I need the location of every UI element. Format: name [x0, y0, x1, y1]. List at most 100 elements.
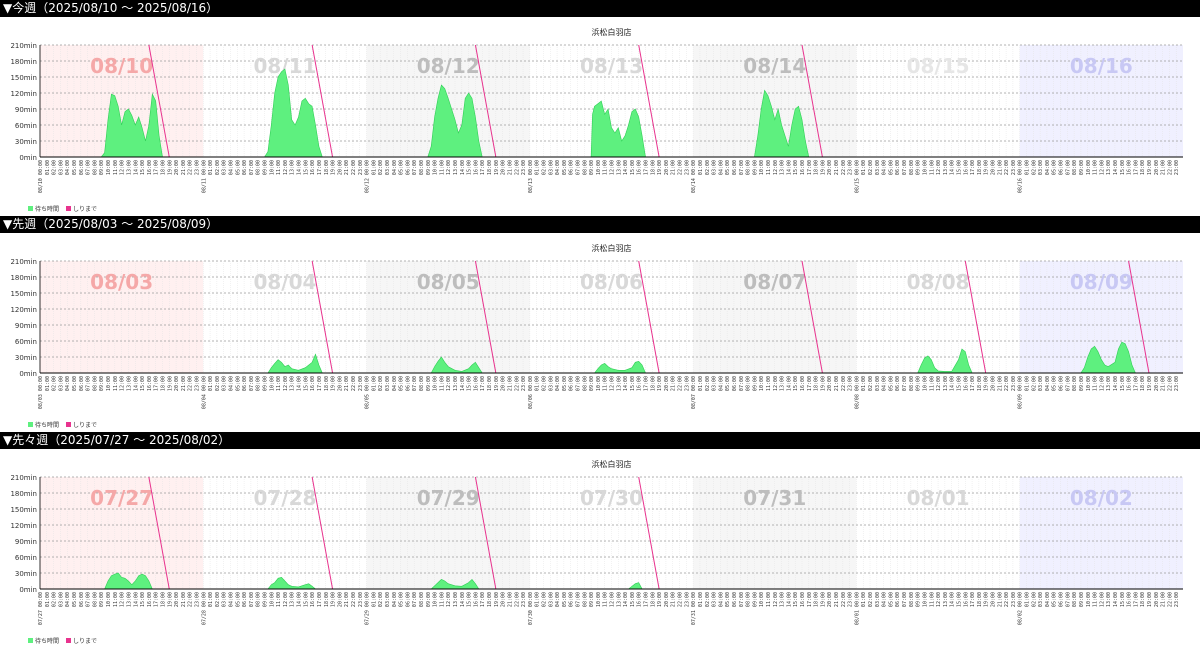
hour-tick-label: 14:00 [623, 592, 629, 607]
hour-tick-label: 03:00 [1038, 160, 1044, 175]
y-tick-label: 60min [15, 122, 37, 130]
y-tick-label: 0min [19, 586, 37, 594]
date-tick-label: 08/04 00:00 [201, 376, 207, 409]
wait-time-area [1080, 341, 1136, 374]
hour-tick-label: 13:00 [126, 160, 132, 175]
week-header[interactable]: ▼今週（2025/08/10 〜 2025/08/16） [0, 0, 1200, 17]
y-tick-label: 120min [10, 90, 37, 98]
hour-tick-label: 19:00 [1147, 592, 1153, 607]
hour-tick-label: 22:00 [678, 592, 684, 607]
hour-tick-label: 10:00 [923, 592, 929, 607]
limit-line [311, 476, 334, 590]
limit-line [801, 44, 823, 158]
hour-tick-label: 03:00 [385, 160, 391, 175]
legend-swatch-limit [66, 638, 71, 643]
hour-tick-label: 14:00 [460, 376, 466, 391]
hour-tick-label: 17:00 [970, 376, 976, 391]
hour-tick-label: 18:00 [1140, 160, 1146, 175]
hour-tick-label: 20:00 [1154, 376, 1160, 391]
hour-tick-label: 07:00 [1065, 592, 1071, 607]
hour-tick-label: 18:00 [324, 160, 330, 175]
hour-tick-label: 09:00 [426, 160, 432, 175]
wait-time-area [430, 578, 480, 590]
hour-tick-label: 13:00 [453, 160, 459, 175]
hour-tick-label: 01:00 [371, 160, 377, 175]
hour-tick-label: 15:00 [467, 592, 473, 607]
hour-tick-label: 16:00 [637, 592, 643, 607]
hour-tick-label: 12:00 [936, 592, 942, 607]
hour-tick-label: 20:00 [664, 592, 670, 607]
hour-tick-label: 02:00 [378, 160, 384, 175]
y-tick-label: 210min [10, 258, 37, 266]
hour-tick-label: 01:00 [1025, 592, 1031, 607]
hour-tick-label: 10:00 [106, 592, 112, 607]
hour-tick-label: 16:00 [1127, 592, 1133, 607]
hour-tick-label: 01:00 [698, 376, 704, 391]
hour-tick-label: 01:00 [45, 160, 51, 175]
hour-tick-label: 20:00 [501, 592, 507, 607]
hour-tick-label: 03:00 [875, 376, 881, 391]
hour-tick-label: 17:00 [154, 160, 160, 175]
hour-tick-label: 15:00 [793, 376, 799, 391]
y-tick-label: 150min [10, 290, 37, 298]
hour-tick-label: 17:00 [317, 376, 323, 391]
hour-tick-label: 19:00 [820, 592, 826, 607]
hour-tick-label: 19:00 [494, 592, 500, 607]
hour-tick-label: 15:00 [303, 376, 309, 391]
day-label: 08/12 [417, 54, 480, 78]
date-tick-label: 08/08 00:00 [854, 376, 860, 409]
hour-tick-label: 18:00 [650, 376, 656, 391]
hour-tick-label: 09:00 [1079, 160, 1085, 175]
hour-tick-label: 09:00 [99, 376, 105, 391]
hour-tick-label: 05:00 [888, 376, 894, 391]
hour-tick-label: 20:00 [174, 376, 180, 391]
hour-tick-label: 15:00 [140, 592, 146, 607]
hour-tick-label: 23:00 [1011, 592, 1017, 607]
y-tick-label: 0min [19, 154, 37, 162]
hour-tick-label: 21:00 [671, 592, 677, 607]
week-header-label: ▼先々週（2025/07/27 〜 2025/08/02） [3, 433, 231, 447]
hour-tick-label: 18:00 [814, 376, 820, 391]
hour-tick-label: 23:00 [195, 376, 201, 391]
hour-tick-label: 07:00 [86, 160, 92, 175]
hour-tick-label: 08:00 [419, 592, 425, 607]
y-tick-label: 210min [10, 42, 37, 50]
limit-line [311, 44, 334, 158]
hour-tick-label: 16:00 [310, 592, 316, 607]
hour-tick-label: 03:00 [385, 592, 391, 607]
hour-tick-label: 13:00 [290, 160, 296, 175]
hour-tick-label: 02:00 [215, 160, 221, 175]
hour-tick-label: 09:00 [1079, 592, 1085, 607]
hour-tick-label: 12:00 [1099, 376, 1105, 391]
date-tick-label: 08/16 00:00 [1018, 160, 1024, 193]
hour-tick-label: 06:00 [1059, 592, 1065, 607]
limit-line [474, 476, 497, 590]
hour-tick-label: 23:00 [848, 376, 854, 391]
hour-tick-label: 20:00 [827, 592, 833, 607]
hour-tick-label: 23:00 [521, 592, 527, 607]
hour-tick-label: 20:00 [501, 376, 507, 391]
week-header[interactable]: ▼先々週（2025/07/27 〜 2025/08/02） [0, 432, 1200, 449]
hour-tick-label: 02:00 [868, 592, 874, 607]
hour-tick-label: 14:00 [786, 592, 792, 607]
week-header[interactable]: ▼先週（2025/08/03 〜 2025/08/09） [0, 216, 1200, 233]
legend-label-limit: しりまで [73, 206, 97, 213]
hour-tick-label: 02:00 [542, 160, 548, 175]
hour-tick-label: 11:00 [1093, 376, 1099, 391]
hour-tick-label: 04:00 [65, 160, 71, 175]
hour-tick-label: 11:00 [1093, 592, 1099, 607]
hour-tick-label: 14:00 [297, 376, 303, 391]
hour-tick-label: 18:00 [324, 592, 330, 607]
limit-line [474, 260, 497, 374]
hour-tick-label: 15:00 [1120, 160, 1126, 175]
hour-tick-label: 02:00 [868, 160, 874, 175]
hour-tick-label: 03:00 [58, 592, 64, 607]
hour-tick-label: 05:00 [725, 592, 731, 607]
hour-tick-label: 15:00 [467, 376, 473, 391]
hour-tick-label: 06:00 [895, 160, 901, 175]
hour-tick-label: 23:00 [195, 160, 201, 175]
limit-line [148, 44, 170, 158]
hour-tick-label: 19:00 [984, 376, 990, 391]
day-label: 08/07 [743, 270, 806, 294]
hour-tick-label: 19:00 [331, 592, 337, 607]
